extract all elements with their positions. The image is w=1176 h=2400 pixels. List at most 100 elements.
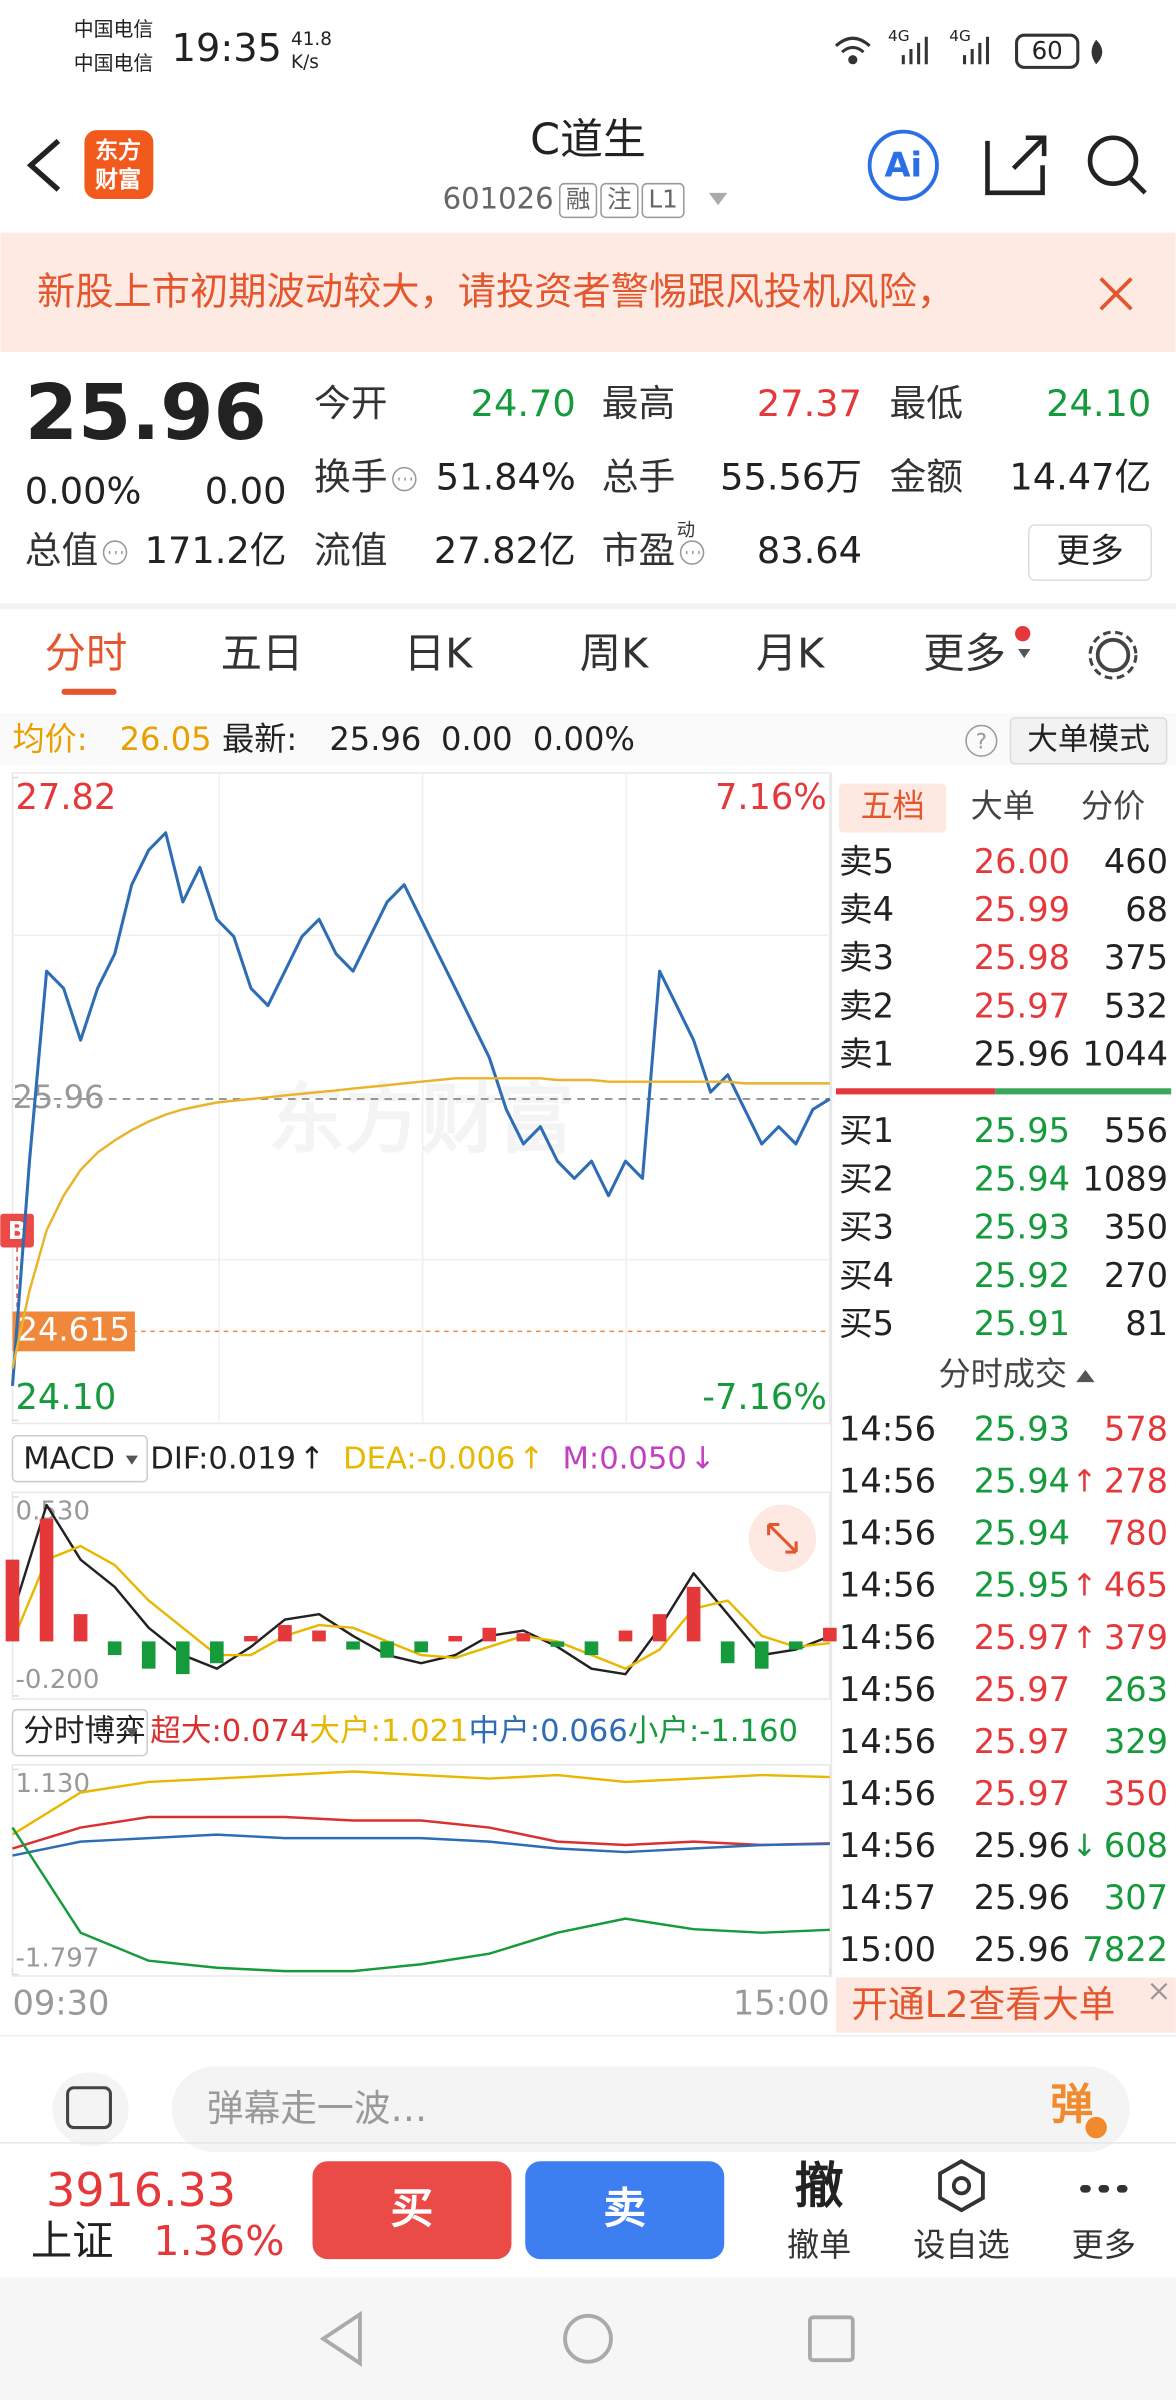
- tab[interactable]: 分时: [45, 630, 128, 678]
- y-tick-label: -0.200: [16, 1665, 100, 1695]
- watch-label[interactable]: 设自选: [913, 2226, 1009, 2264]
- search-handle: [1128, 175, 1147, 195]
- battery: [1015, 33, 1080, 69]
- latest-value: 25.96: [329, 720, 421, 758]
- sell-label[interactable]: 卖: [603, 2184, 646, 2234]
- book-tab[interactable]: 大单: [971, 787, 1035, 825]
- settings-button[interactable]: [1095, 637, 1131, 673]
- cancel-label[interactable]: 撤单: [787, 2226, 851, 2264]
- nav-home[interactable]: [563, 2313, 613, 2364]
- macd-selector[interactable]: [11, 1434, 148, 1483]
- stat-value: 27.37: [757, 382, 862, 425]
- trades-title: 分时成交: [939, 1355, 1067, 1393]
- stock-tag: 融: [566, 185, 590, 214]
- trade-volume: 465: [1104, 1566, 1168, 1605]
- danmaku-button[interactable]: 弹: [1050, 2080, 1093, 2130]
- buy-label[interactable]: 买: [391, 2184, 434, 2234]
- book-price: 25.97: [974, 986, 1070, 1025]
- share-button[interactable]: [985, 135, 1047, 196]
- stat-value: 24.10: [1046, 382, 1151, 425]
- trade-time: 14:56: [839, 1462, 936, 1501]
- macd-bar: [448, 1635, 463, 1642]
- book-tab[interactable]: 五档: [860, 787, 924, 825]
- danmaku-toggle[interactable]: [52, 2072, 129, 2146]
- indicator-selector[interactable]: 分时博弈: [23, 1714, 145, 1749]
- trade-price: 25.94: [974, 1462, 1070, 1501]
- legend-entry: DIF:0.019: [150, 1442, 296, 1477]
- status-icons: [834, 33, 1103, 69]
- macd-bar: [141, 1641, 156, 1669]
- book-volume: 1089: [1082, 1159, 1168, 1198]
- expand-icon: [767, 1522, 798, 1554]
- book-label: 卖4: [839, 890, 894, 929]
- selector-arrow: [125, 1455, 138, 1465]
- macd-bar: [516, 1633, 531, 1642]
- indicator-selector[interactable]: MACD: [23, 1442, 115, 1477]
- macd-bar: [175, 1641, 190, 1675]
- tab[interactable]: 更多: [923, 630, 1006, 678]
- legend-entry: 超大:0.074: [150, 1714, 309, 1749]
- logo[interactable]: [84, 130, 154, 199]
- mode-label[interactable]: 大单模式: [1027, 722, 1149, 757]
- search-button[interactable]: [1087, 135, 1139, 186]
- latest-change-pct: 0.00%: [533, 720, 635, 758]
- info-icon: [679, 540, 705, 565]
- trade-time: 14:56: [839, 1774, 936, 1813]
- more-button[interactable]: [1028, 524, 1153, 581]
- tab[interactable]: 五日: [221, 630, 304, 678]
- ai-button[interactable]: [867, 129, 939, 201]
- book-price: 25.92: [974, 1256, 1070, 1295]
- more-label[interactable]: 更多: [1072, 2226, 1136, 2264]
- ai-label[interactable]: Ai: [885, 145, 923, 184]
- book-label: 买2: [839, 1159, 894, 1198]
- trade-price: 25.97: [974, 1670, 1070, 1709]
- tab[interactable]: 周K: [580, 630, 649, 678]
- trade-time: 14:56: [839, 1566, 936, 1605]
- trade-price: 25.97: [974, 1618, 1070, 1657]
- tab[interactable]: 月K: [756, 630, 825, 678]
- back-button[interactable]: [26, 138, 61, 192]
- book-volume: 350: [1104, 1208, 1168, 1247]
- trade-volume: 780: [1104, 1514, 1168, 1553]
- stat-value: 83.64: [757, 529, 862, 572]
- help-icon[interactable]: [965, 724, 998, 757]
- stock-title: C道生: [530, 115, 646, 165]
- help-label[interactable]: ?: [976, 729, 987, 754]
- trade-flag: ↑: [1072, 1465, 1098, 1500]
- trade-flag: ↓: [1072, 1829, 1098, 1864]
- watch-icon[interactable]: [938, 2159, 985, 2213]
- trade-volume: 379: [1104, 1618, 1168, 1657]
- macd-bar: [107, 1641, 122, 1656]
- stat-value: 27.82亿: [434, 529, 576, 572]
- stock-tag: 注: [607, 185, 631, 214]
- macd-bar: [823, 1627, 837, 1642]
- tab[interactable]: 日K: [404, 630, 473, 678]
- notice-close[interactable]: [1099, 277, 1133, 311]
- marker-tag: B: [8, 1216, 27, 1245]
- macd-bar: [39, 1518, 54, 1642]
- book-volume: 68: [1125, 890, 1168, 929]
- nav-back[interactable]: [319, 2310, 362, 2367]
- stat-sup: 动: [677, 520, 695, 541]
- book-price: 25.93: [974, 1208, 1070, 1247]
- buy-button[interactable]: [312, 2161, 512, 2260]
- book-price: 26.00: [974, 842, 1070, 881]
- book-tab[interactable]: 分价: [1081, 787, 1145, 825]
- danmaku-input[interactable]: [171, 2066, 1130, 2153]
- sell-button[interactable]: [525, 2161, 725, 2260]
- l2-banner[interactable]: [835, 1977, 1176, 2033]
- more-button-label[interactable]: 更多: [1056, 531, 1123, 570]
- code-dropdown[interactable]: [708, 192, 728, 206]
- y-tick-label: -1.797: [16, 1944, 100, 1974]
- macd-bar: [550, 1641, 565, 1647]
- flow-selector[interactable]: [11, 1708, 148, 1757]
- y-tick-label: 24.10: [16, 1377, 117, 1418]
- mode-button[interactable]: [1009, 717, 1168, 765]
- l2-banner-text[interactable]: 开通L2查看大单: [851, 1983, 1115, 2026]
- cancel-icon[interactable]: 撤: [795, 2157, 844, 2214]
- wifi-dot: [848, 55, 858, 65]
- nav-recent[interactable]: [808, 2315, 855, 2363]
- banner-close[interactable]: [1150, 1982, 1168, 2000]
- macd-bar: [686, 1586, 701, 1642]
